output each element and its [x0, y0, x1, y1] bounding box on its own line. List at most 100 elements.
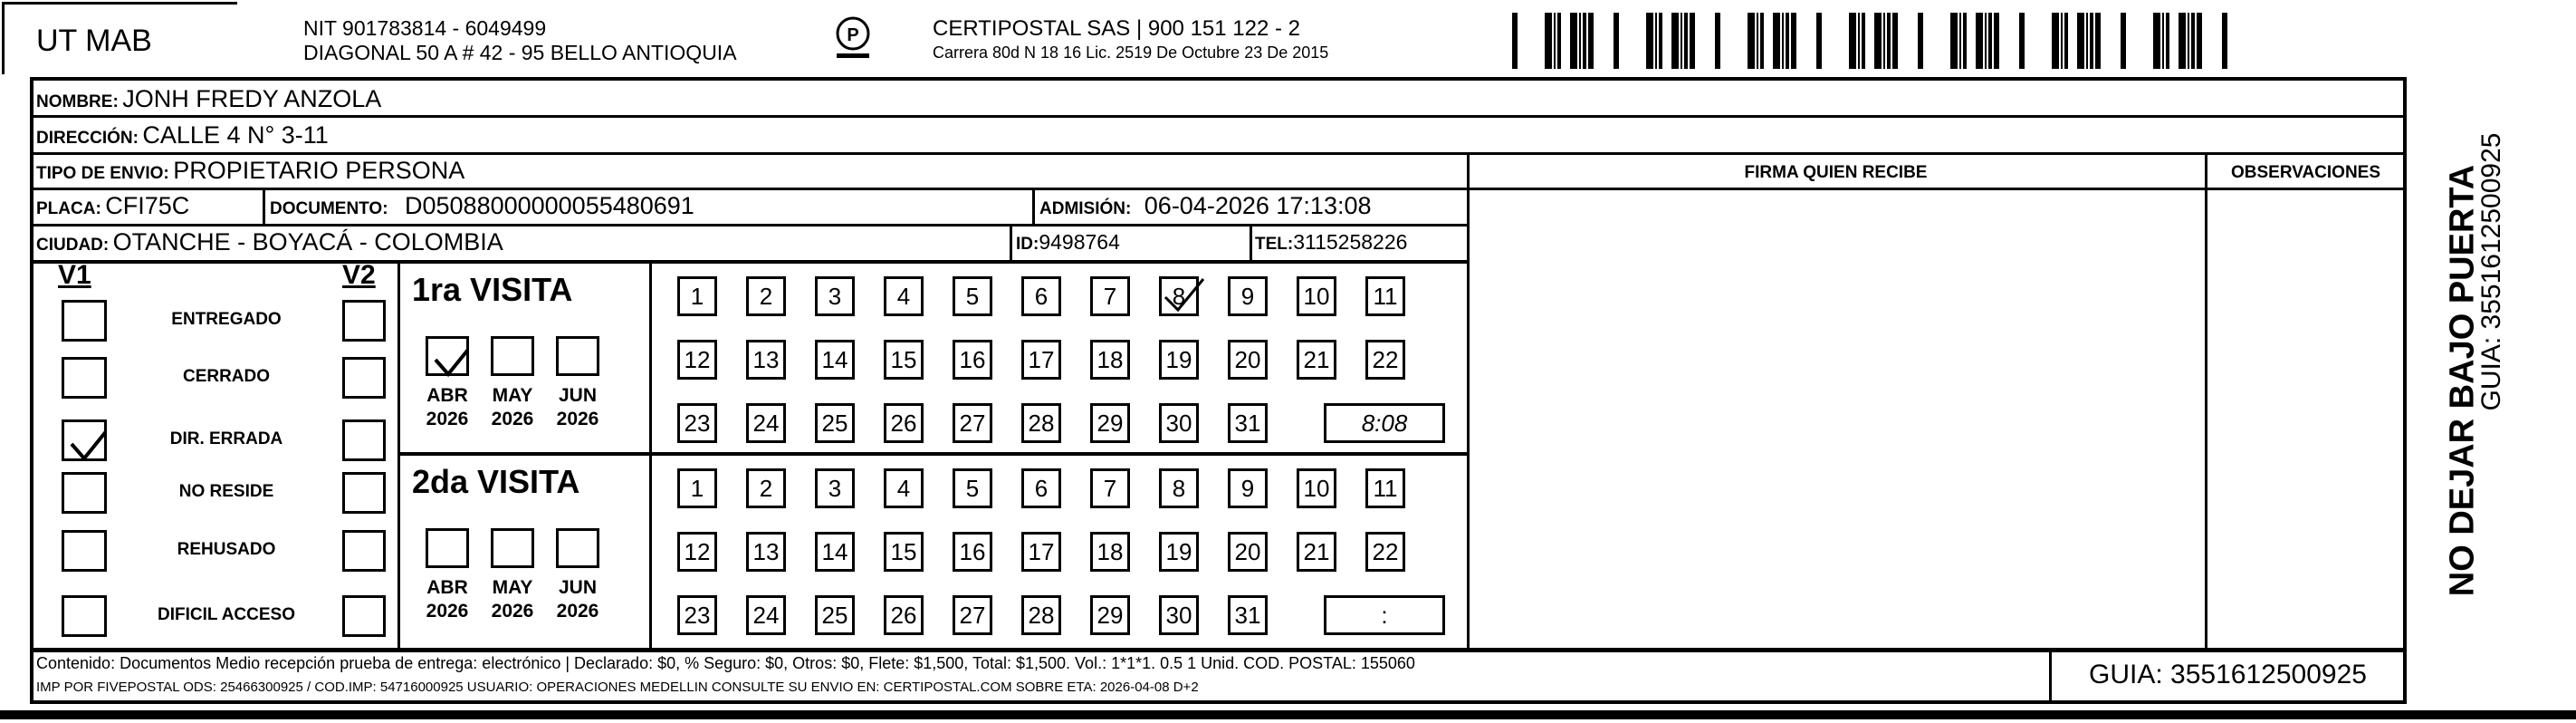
day-box[interactable]: 21: [1297, 532, 1336, 572]
day-box[interactable]: 22: [1365, 532, 1405, 572]
barcode-bar: [1976, 13, 1983, 69]
month-checkbox[interactable]: [426, 336, 469, 378]
day-box[interactable]: 19: [1159, 532, 1199, 572]
day-box[interactable]: 9: [1228, 468, 1268, 508]
day-box[interactable]: 12: [677, 532, 717, 572]
day-box[interactable]: 28: [1021, 403, 1061, 443]
day-box[interactable]: 5: [953, 276, 992, 316]
day-box[interactable]: 17: [1021, 532, 1061, 572]
barcode-bar: [1671, 13, 1679, 69]
day-box[interactable]: 30: [1159, 403, 1199, 443]
day-box[interactable]: 15: [884, 340, 924, 380]
day-box[interactable]: 3: [815, 468, 855, 508]
month-year: 2026: [491, 601, 534, 622]
day-box[interactable]: 11: [1365, 468, 1405, 508]
day-box[interactable]: 4: [884, 468, 924, 508]
month-year: 2026: [426, 409, 469, 429]
month-checkbox[interactable]: [556, 528, 599, 568]
day-box[interactable]: 24: [746, 595, 786, 635]
day-box[interactable]: 16: [953, 340, 992, 380]
v1-checkbox[interactable]: [62, 357, 107, 399]
company-name: UT MAB: [36, 24, 152, 58]
day-box[interactable]: 25: [815, 595, 855, 635]
footer-imp: IMP POR FIVEPOSTAL ODS: 25466300925 / CO…: [36, 680, 1199, 695]
day-box[interactable]: 20: [1228, 340, 1268, 380]
v1-checkbox[interactable]: [62, 595, 107, 637]
day-box[interactable]: 23: [677, 595, 717, 635]
month-checkbox[interactable]: [426, 528, 469, 568]
day-box[interactable]: 27: [953, 595, 992, 635]
day-box[interactable]: 13: [746, 340, 786, 380]
day-box[interactable]: 16: [953, 532, 992, 572]
month-label: JUN: [558, 385, 597, 406]
day-box[interactable]: 7: [1090, 276, 1130, 316]
day-box[interactable]: 31: [1228, 403, 1268, 443]
day-box[interactable]: 2: [746, 276, 786, 316]
v1-checkbox[interactable]: [62, 300, 107, 342]
tel-value: 3115258226: [1293, 230, 1408, 254]
day-box[interactable]: 27: [953, 403, 992, 443]
day-box[interactable]: 23: [677, 403, 717, 443]
day-box[interactable]: 24: [746, 403, 786, 443]
month-label: MAY: [492, 577, 533, 598]
day-box[interactable]: 18: [1090, 340, 1130, 380]
day-box[interactable]: 4: [884, 276, 924, 316]
day-box[interactable]: 14: [815, 532, 855, 572]
time-field[interactable]: :: [1324, 595, 1445, 635]
day-box[interactable]: 2: [746, 468, 786, 508]
bottom-rule: [0, 710, 2576, 719]
day-box[interactable]: 12: [677, 340, 717, 380]
day-box[interactable]: 21: [1297, 340, 1336, 380]
day-box[interactable]: 1: [677, 276, 717, 316]
day-box[interactable]: 22: [1365, 340, 1405, 380]
month-checkbox[interactable]: [491, 336, 534, 376]
v2-checkbox[interactable]: [342, 595, 386, 637]
day-box[interactable]: 7: [1090, 468, 1130, 508]
day-box[interactable]: 5: [953, 468, 992, 508]
day-box[interactable]: 20: [1228, 532, 1268, 572]
v2-checkbox[interactable]: [342, 357, 386, 399]
day-box[interactable]: 8: [1159, 276, 1205, 316]
day-box[interactable]: 17: [1021, 340, 1061, 380]
day-box[interactable]: 11: [1365, 276, 1405, 316]
direccion-value: CALLE 4 N° 3-11: [142, 121, 329, 149]
v2-checkbox[interactable]: [342, 472, 386, 514]
day-box[interactable]: 6: [1021, 468, 1061, 508]
day-box[interactable]: 30: [1159, 595, 1199, 635]
month-checkbox[interactable]: [491, 528, 534, 568]
barcode-bar: [1646, 13, 1653, 69]
day-box[interactable]: 15: [884, 532, 924, 572]
v2-checkbox[interactable]: [342, 300, 386, 342]
barcode-bar: [1684, 13, 1688, 69]
v1-checkbox[interactable]: [62, 419, 107, 462]
time-field[interactable]: 8:08: [1324, 403, 1445, 443]
day-box[interactable]: 6: [1021, 276, 1061, 316]
month-checkbox[interactable]: [556, 336, 599, 376]
v1-checkbox[interactable]: [62, 530, 107, 572]
day-box[interactable]: 8: [1159, 468, 1199, 508]
v2-checkbox[interactable]: [342, 419, 386, 461]
day-box[interactable]: 9: [1228, 276, 1268, 316]
day-box[interactable]: 26: [884, 595, 924, 635]
day-box[interactable]: 29: [1090, 595, 1130, 635]
day-box[interactable]: 25: [815, 403, 855, 443]
barcode-bar: [2064, 13, 2068, 69]
day-box[interactable]: 19: [1159, 340, 1199, 380]
barcode-bar: [1849, 13, 1856, 69]
day-box[interactable]: 13: [746, 532, 786, 572]
day-box[interactable]: 31: [1228, 595, 1268, 635]
barcode-bar: [2166, 13, 2169, 69]
day-box[interactable]: 10: [1297, 468, 1336, 508]
month-label: ABR: [426, 577, 468, 598]
day-box[interactable]: 1: [677, 468, 717, 508]
v1-checkbox[interactable]: [62, 472, 107, 514]
day-box[interactable]: 26: [884, 403, 924, 443]
day-box[interactable]: 28: [1021, 595, 1061, 635]
day-box[interactable]: 10: [1297, 276, 1336, 316]
day-box[interactable]: 14: [815, 340, 855, 380]
v2-checkbox[interactable]: [342, 530, 386, 572]
day-box[interactable]: 18: [1090, 532, 1130, 572]
day-box[interactable]: 3: [815, 276, 855, 316]
day-box[interactable]: 29: [1090, 403, 1130, 443]
barcode-bar: [1757, 13, 1758, 69]
